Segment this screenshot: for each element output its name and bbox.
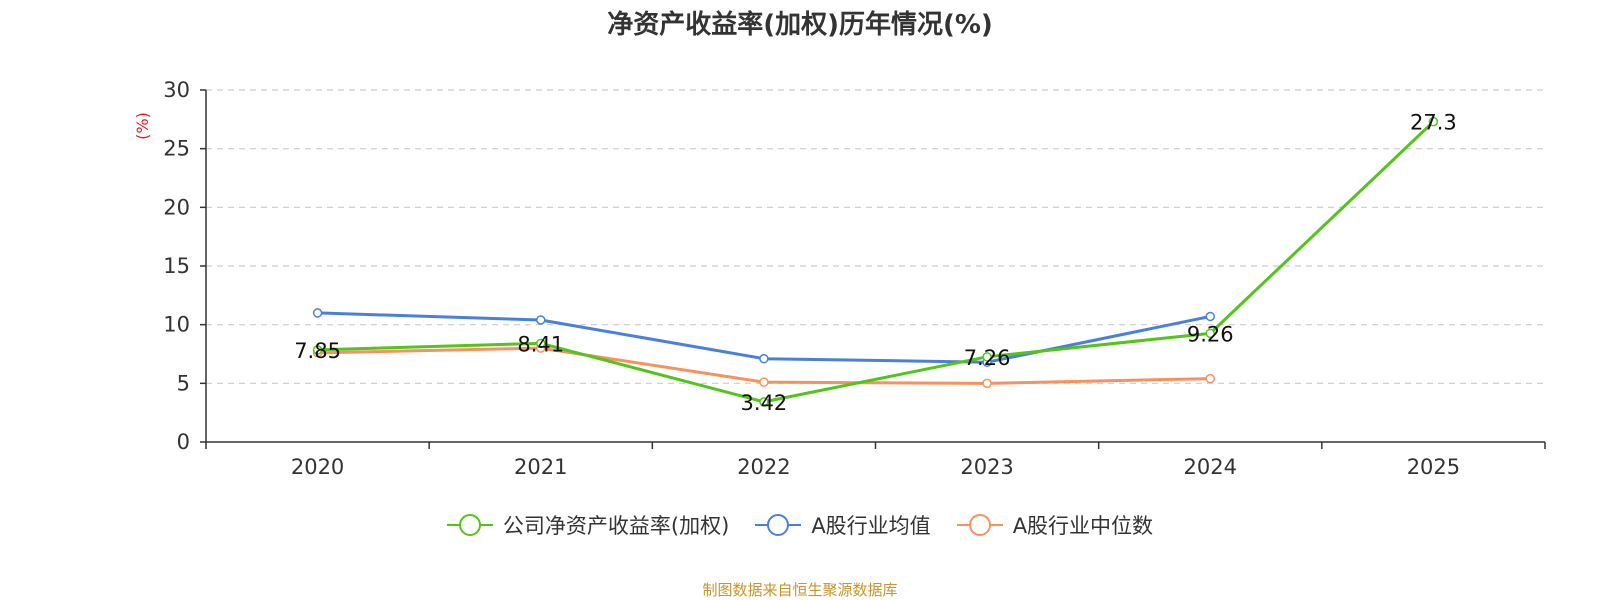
y-tick-label: 25 [163, 137, 190, 161]
series-line [317, 120, 1435, 404]
data-point [536, 315, 546, 325]
y-tick-label: 5 [177, 371, 190, 395]
data-point [759, 397, 769, 407]
source-note: 制图数据来自恒生聚源数据库 [702, 581, 898, 599]
data-label: 8.41 [517, 332, 564, 356]
x-tick-label: 2022 [737, 455, 790, 479]
data-point [982, 352, 992, 362]
y-tick-label: 30 [163, 78, 190, 102]
data-point [982, 378, 992, 389]
legend-item[interactable]: A股行业均值 [755, 510, 931, 540]
data-point [1205, 328, 1215, 339]
data-point [1205, 311, 1215, 322]
data-label: 3.42 [741, 391, 788, 415]
legend-item[interactable]: 公司净资产收益率(加权) [446, 510, 730, 540]
data-point [1428, 116, 1439, 127]
legend-label: A股行业中位数 [1012, 514, 1154, 538]
y-axis-label: (%) [133, 112, 152, 140]
data-label: 9.26 [1187, 322, 1234, 346]
x-tick-label: 2021 [514, 455, 567, 479]
data-label: 7.85 [294, 339, 341, 363]
data-point [759, 353, 769, 364]
x-tick-label: 2025 [1407, 455, 1460, 479]
data-point [1205, 373, 1215, 384]
x-tick-label: 2023 [960, 455, 1013, 479]
legend-label: A股行业均值 [811, 514, 931, 538]
y-tick-label: 20 [163, 195, 190, 219]
legend-label: 公司净资产收益率(加权) [502, 514, 730, 538]
y-tick-label: 15 [163, 254, 190, 278]
data-point [312, 308, 323, 318]
x-tick-label: 2020 [291, 455, 344, 479]
chart-title: 净资产收益率(加权)历年情况(%) [607, 10, 993, 40]
x-tick-label: 2024 [1184, 455, 1237, 479]
y-tick-label: 0 [177, 430, 190, 454]
legend-symbol-icon [755, 514, 802, 536]
legend-symbol-icon [956, 514, 1003, 536]
legend-item[interactable]: A股行业中位数 [956, 510, 1154, 540]
data-label: 27.3 [1410, 111, 1457, 135]
legend: 公司净资产收益率(加权) A股行业均值 A股行业中位数 [0, 510, 1600, 540]
data-point [312, 345, 323, 355]
y-tick-label: 10 [163, 313, 190, 337]
legend-symbol-icon [446, 514, 493, 536]
data-point [759, 377, 769, 387]
data-point [536, 338, 546, 349]
data-label: 7.26 [964, 346, 1011, 370]
